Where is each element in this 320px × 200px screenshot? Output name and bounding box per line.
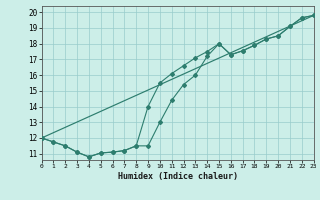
X-axis label: Humidex (Indice chaleur): Humidex (Indice chaleur) [118,172,237,181]
